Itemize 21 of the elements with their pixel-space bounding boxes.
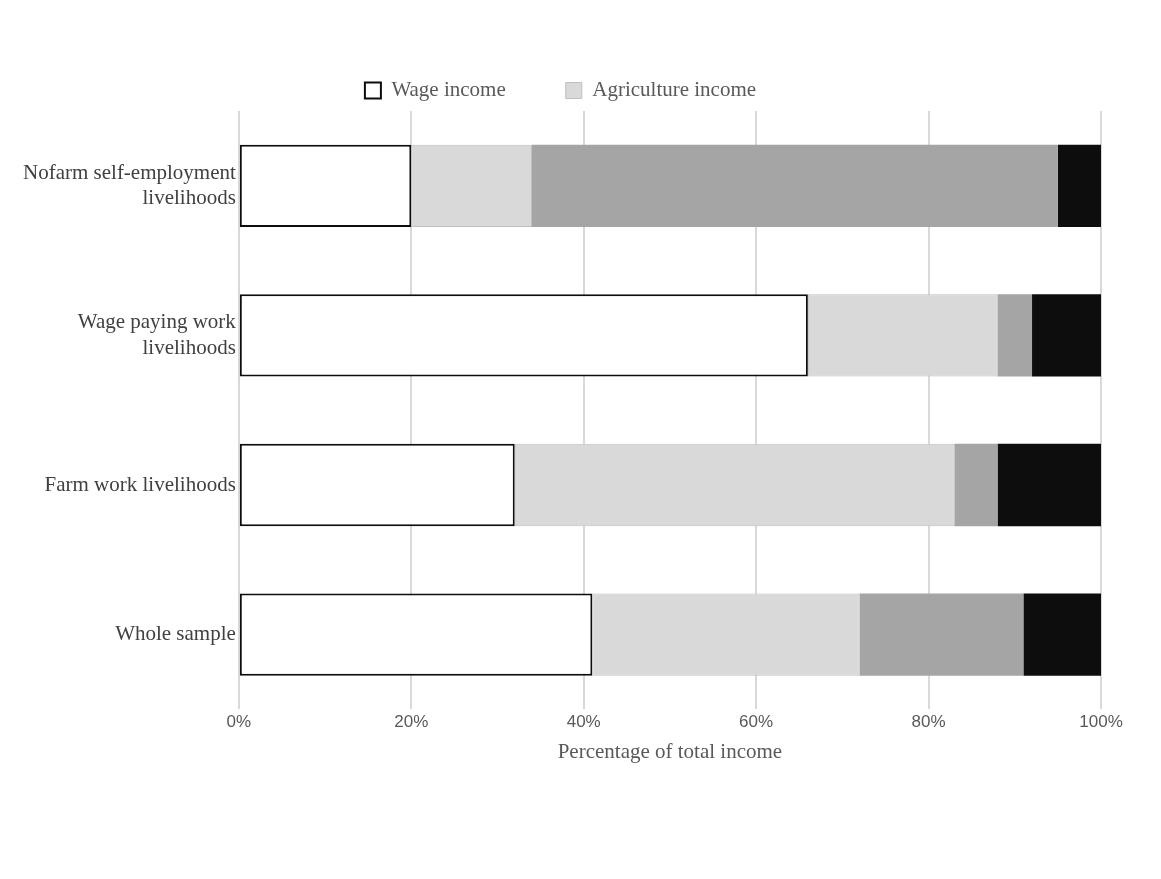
y-tick-label: Whole sample xyxy=(115,621,236,646)
bar xyxy=(1023,593,1101,676)
x-axis-title: Percentage of total income xyxy=(557,738,783,763)
x-tick-label: 60% xyxy=(739,712,774,732)
y-tick-label: Wage paying work livelihoods xyxy=(77,309,237,359)
bar xyxy=(1057,144,1101,227)
text: Wage income xyxy=(391,77,506,102)
y-tick-label: Nofarm self-employment livelihoods xyxy=(22,159,237,209)
bar xyxy=(1032,294,1101,377)
bar xyxy=(859,593,1024,676)
y-tick-label: Farm work livelihoods xyxy=(44,471,236,496)
legend-label: Agriculture income xyxy=(592,77,757,102)
x-tick-label: 100% xyxy=(1079,712,1123,732)
x-tick-label: 80% xyxy=(911,712,946,732)
x-tick-label: 40% xyxy=(566,712,601,732)
x-tick-label: 20% xyxy=(394,712,429,732)
bar xyxy=(531,144,1058,227)
bar xyxy=(954,443,998,527)
bar xyxy=(997,443,1101,527)
x-tick-label: 0% xyxy=(226,712,252,732)
bar xyxy=(997,294,1033,377)
